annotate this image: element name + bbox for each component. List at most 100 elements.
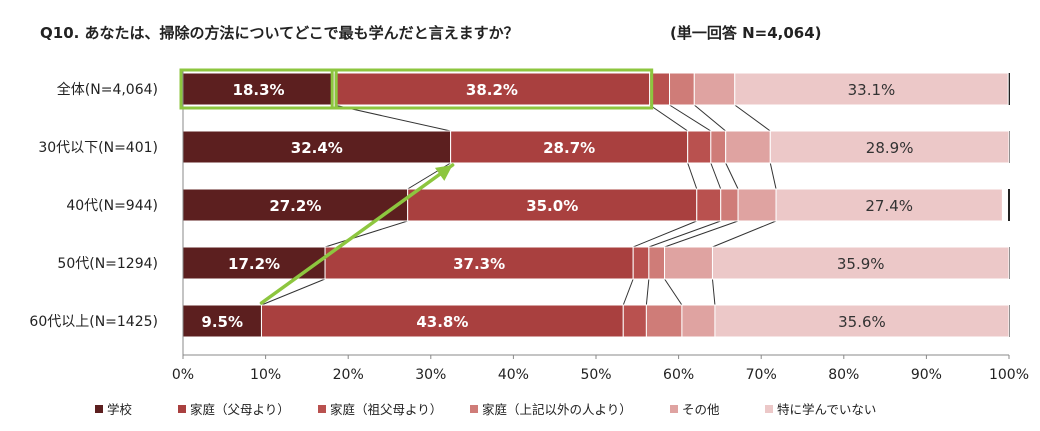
legend-label: 家庭（上記以外の人より） [482,402,632,417]
x-tick-label: 100% [989,367,1029,383]
bar-segment [693,72,736,106]
legend-swatch [318,405,326,413]
category-label: 30代以下(N=401) [38,140,158,156]
x-tick-label: 40% [498,367,529,383]
trend-arrow-head [434,165,453,181]
legend-label: 家庭（父母より） [190,402,290,417]
data-label: 28.7% [543,139,595,157]
data-labels: 18.3% 38.2% 33.1% 32.4% 28.7% 28.9% 27.2% 35.0%… [201,81,913,331]
bar-segment [737,188,777,222]
connector-line [687,162,698,190]
trend-arrow-line [259,163,455,305]
connector-line [622,278,634,306]
data-label: 27.4% [865,197,913,215]
bar-segment [687,130,712,164]
bar-segment [669,72,695,106]
connector-line [664,278,683,306]
bar-segment [260,304,624,338]
x-axis: 0% 10% 20% 30% 40% 50% 60% 70% 80% 90% 100% [172,69,1029,383]
highlight-box [179,68,338,110]
bar-segment [450,130,689,164]
bar-segment [710,130,727,164]
x-tick-label: 20% [333,367,364,383]
legend-label: 学校 [107,402,133,417]
bar-segment [664,246,713,280]
data-label: 18.3% [233,81,285,99]
category-labels: 全体(N=4,064) 30代以下(N=401) 40代(N=944) 50代(N=1… [29,81,158,330]
bar-segment [725,130,771,164]
legend-label: 家庭（祖父母より） [330,402,442,417]
connector-line [648,220,721,248]
connector-line [711,278,716,306]
connector-line [769,162,777,190]
connector-line [693,104,726,132]
bar-segment [182,188,409,222]
bar-segment [645,304,683,338]
data-label: 37.3% [453,255,505,273]
connector-line [734,104,771,132]
connector-line [712,220,777,248]
legend-swatch [95,405,103,413]
bar-segment [714,304,1010,338]
legend-label: 特に学んでいない [777,402,876,417]
bar-segment [711,246,1010,280]
x-tick-label: 70% [746,367,777,383]
data-label: 38.2% [466,81,518,99]
x-tick-label: 10% [250,367,281,383]
data-label: 27.2% [269,197,321,215]
category-label: 60代以上(N=1425) [29,314,158,330]
connector-line [632,220,697,248]
trend-arrow [259,163,455,305]
legend-label: その他 [682,402,720,417]
connector-line [261,278,326,306]
connector-line [664,220,739,248]
data-label: 35.9% [837,255,885,273]
category-label: 全体(N=4,064) [57,81,158,98]
category-label: 50代(N=1294) [57,256,158,272]
x-tick-label: 0% [172,367,194,383]
data-label: 32.4% [291,139,343,157]
x-tick-label: 30% [415,367,446,383]
highlight-box [330,68,654,110]
bar-segment [324,246,634,280]
bar-segment [769,130,1010,164]
data-label: 17.2% [228,255,280,273]
bar-segment [696,188,722,222]
legend-swatch [670,405,678,413]
data-label: 33.1% [848,81,896,99]
x-tick-label: 90% [911,367,942,383]
chart-title: Q10. あなたは、掃除の方法についてどこで最も学んだと言えますか？ [40,24,519,42]
bars [182,72,1010,338]
data-label: 28.9% [866,139,914,157]
highlight-boxes [179,68,654,110]
data-label: 9.5% [201,313,243,331]
chart-subtitle: (単一回答 N=4,064) [670,24,822,42]
x-tick-label: 50% [580,367,611,383]
bar-segment [648,246,666,280]
legend-swatch [765,405,773,413]
bar-segment [333,72,651,106]
data-label: 35.0% [526,197,578,215]
bar-segment [182,72,335,106]
bar-segment [681,304,716,338]
connector-line [324,220,408,248]
bar-segment [734,72,1009,106]
legend: 学校 家庭（父母より） 家庭（祖父母より） 家庭（上記以外の人より） その他 特に学んでい… [95,402,876,417]
data-label: 35.6% [838,313,886,331]
x-tick-label: 60% [663,367,694,383]
bar-segment [720,188,739,222]
connector-line [725,162,739,190]
bar-segment [622,304,647,338]
bar-segment [775,188,1003,222]
bar-segment [407,188,698,222]
data-label: 43.8% [416,313,468,331]
x-tick-label: 80% [828,367,859,383]
category-label: 40代(N=944) [66,198,158,214]
connector-line [669,104,712,132]
bar-segment [632,246,650,280]
connector-line [649,104,688,132]
bar-segment [182,130,452,164]
connector-line [710,162,722,190]
connector-line [645,278,650,306]
